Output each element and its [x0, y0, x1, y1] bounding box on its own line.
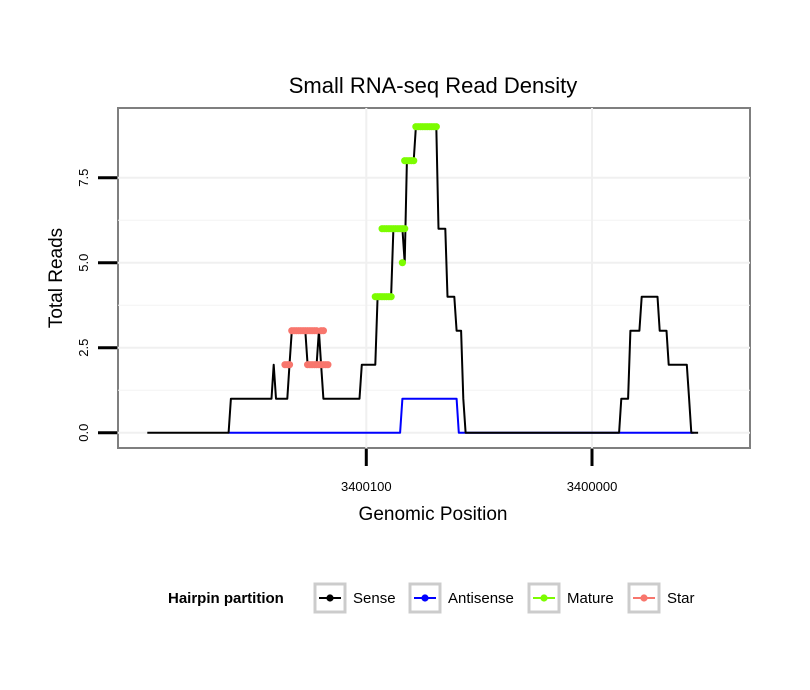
data-point-mature — [401, 225, 409, 233]
plot-panel — [117, 107, 751, 449]
y-axis-title: Total Reads — [46, 228, 67, 328]
legend-key-point-sense — [326, 594, 334, 602]
legend-key-point-antisense — [421, 594, 429, 602]
legend-item-star: Star — [627, 582, 695, 614]
x-tick-label: 3400100 — [341, 479, 392, 494]
data-point-mature — [410, 157, 418, 165]
legend-item-mature: Mature — [527, 582, 614, 614]
legend: Hairpin partition Sense Antisense Mature St… — [168, 582, 695, 614]
legend-label-antisense: Antisense — [448, 590, 514, 607]
legend-key-point-mature — [540, 594, 548, 602]
legend-key-point-star — [640, 594, 648, 602]
legend-label-mature: Mature — [567, 590, 614, 607]
y-tick-label: 5.0 — [76, 254, 91, 272]
data-point-star — [285, 361, 294, 369]
data-point-star — [324, 361, 332, 369]
y-tick-label: 7.5 — [76, 169, 91, 187]
legend-title: Hairpin partition — [168, 590, 284, 607]
chart-title: Small RNA-seq Read Density — [289, 73, 578, 98]
x-tick-label: 3400000 — [567, 479, 618, 494]
data-point-star — [319, 327, 327, 335]
y-tick-label: 0.0 — [76, 424, 91, 442]
series-layer — [147, 123, 699, 434]
legend-item-antisense: Antisense — [408, 582, 514, 614]
axes: 0.0 2.5 5.0 7.5 3400100 3400000 — [76, 169, 617, 494]
data-point-mature — [398, 259, 406, 267]
data-point-mature — [432, 123, 440, 131]
legend-item-sense: Sense — [313, 582, 396, 614]
x-axis-title: Genomic Position — [359, 504, 508, 525]
data-point-mature — [387, 293, 395, 301]
legend-label-sense: Sense — [353, 590, 396, 607]
y-tick-label: 2.5 — [76, 339, 91, 357]
legend-label-star: Star — [667, 590, 695, 607]
